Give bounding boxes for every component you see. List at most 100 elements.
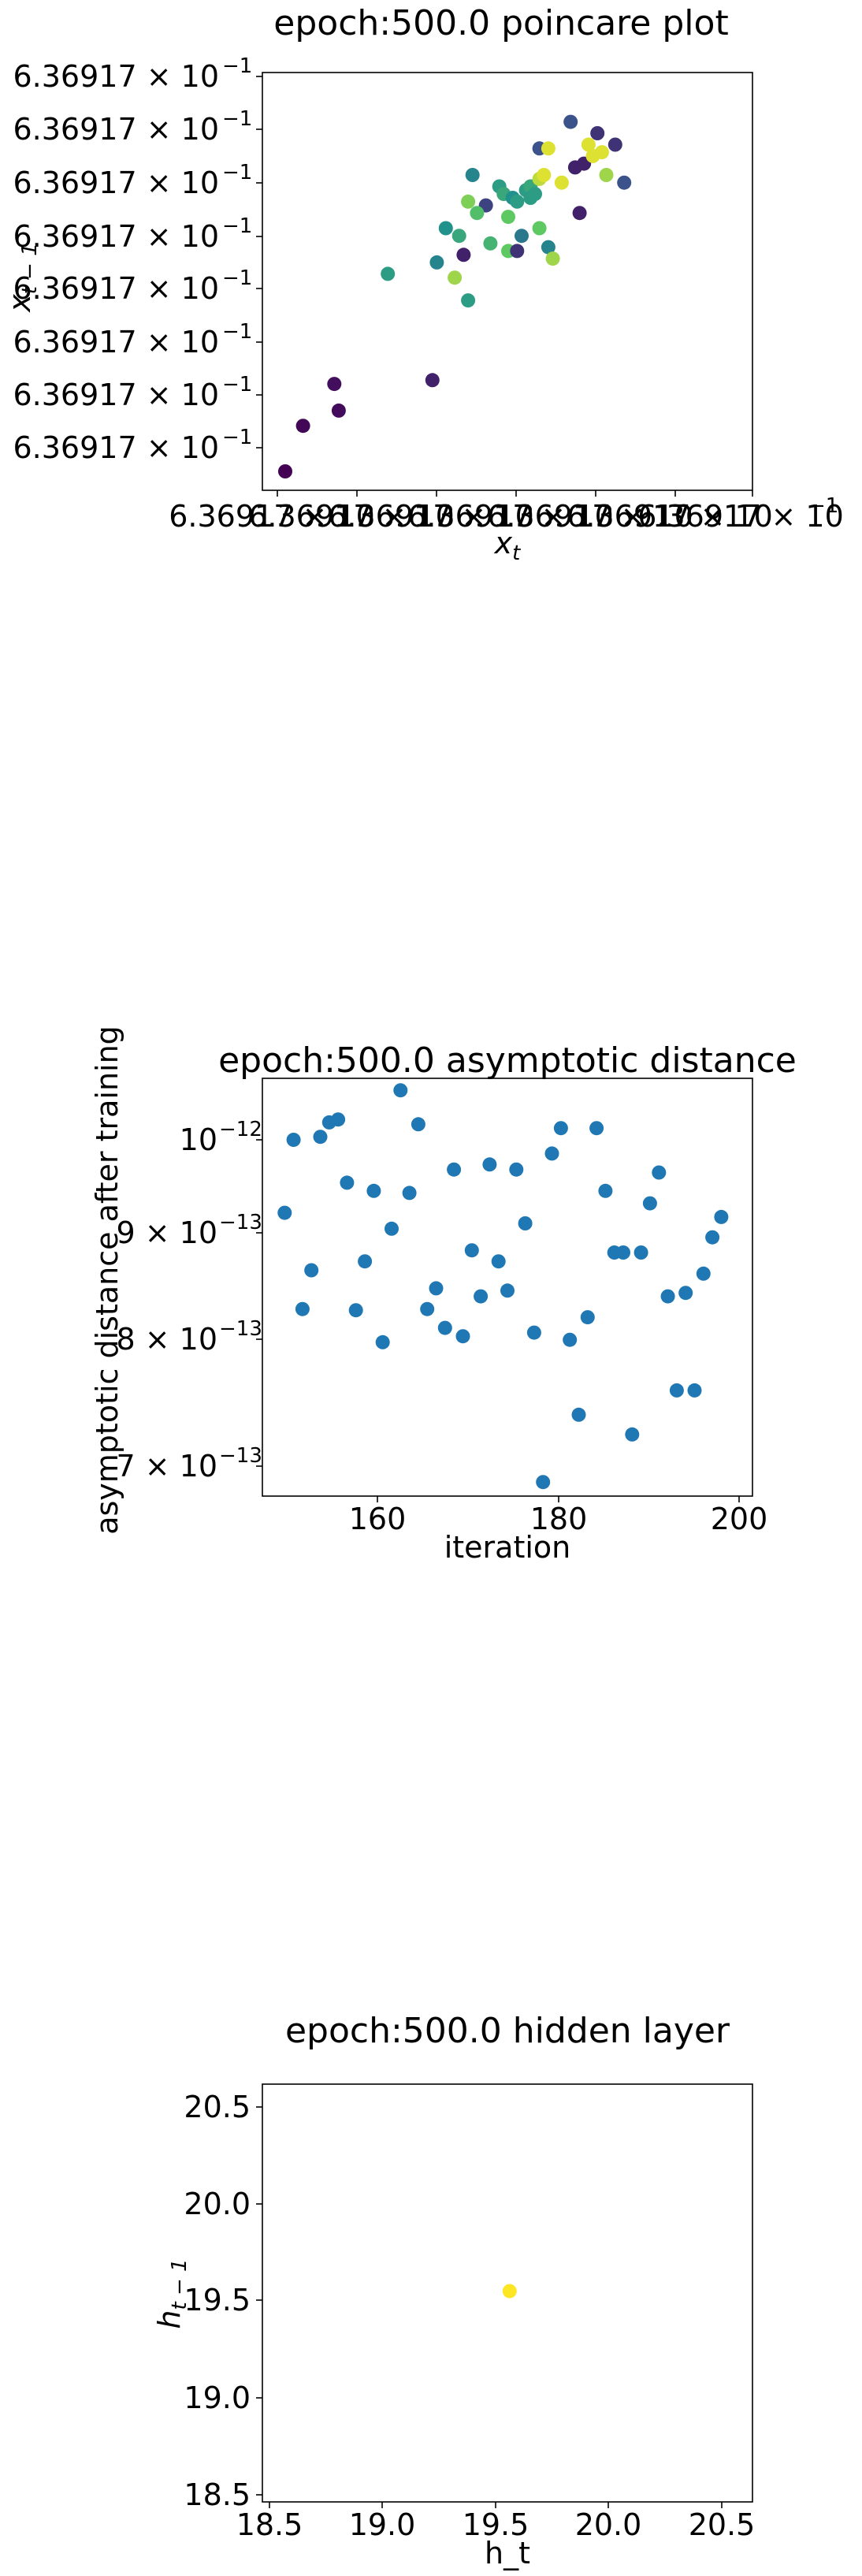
- asymptotic-point: [642, 1196, 657, 1211]
- hidden-ylabel: ht − 1: [152, 2258, 191, 2328]
- poincare-point: [456, 248, 471, 262]
- poincare-xtick-label: 6.36917 × 10: [169, 499, 375, 534]
- poincare-xtick-exponent: −1: [808, 494, 838, 518]
- asymptotic-point: [500, 1283, 515, 1298]
- poincare-ytick-label: 6.36917 × 10: [13, 325, 220, 359]
- hidden-xlabel: h_t: [485, 2536, 530, 2570]
- poincare-ytick-label: 6.36917 × 10: [13, 112, 220, 147]
- poincare-xlabel: xt: [494, 526, 522, 565]
- asymptotic-point: [277, 1205, 292, 1220]
- hidden-xtick-label: 20.5: [689, 2507, 756, 2542]
- poincare-point: [572, 206, 587, 221]
- asymptotic-ytick-label: 7 × 10: [116, 1449, 217, 1483]
- asymptotic-ytick-exponent: −13: [219, 1444, 262, 1468]
- poincare-ytick-label: 6.36917 × 10: [13, 271, 220, 306]
- poincare-xtick-label: 6.36917 × 10: [407, 499, 614, 534]
- asymptotic-point: [447, 1162, 462, 1177]
- poincare-point: [451, 229, 466, 244]
- hidden-ytick-label: 19.5: [184, 2283, 251, 2317]
- asymptotic-point: [437, 1320, 452, 1335]
- asymptotic-point: [375, 1335, 390, 1349]
- poincare-point: [541, 141, 555, 156]
- asymptotic-point: [411, 1117, 425, 1132]
- poincare-axes-frame: [262, 72, 753, 491]
- hidden-ytick-label: 20.5: [184, 2090, 251, 2124]
- poincare-point: [327, 377, 342, 392]
- asymptotic-point: [589, 1121, 604, 1136]
- asymptotic-point: [625, 1427, 640, 1442]
- hidden-ytick-label: 19.0: [184, 2381, 251, 2415]
- poincare-ytick-label: 6.36917 × 10: [13, 430, 220, 465]
- asymptotic-point: [652, 1165, 667, 1180]
- asymptotic-point: [455, 1329, 470, 1344]
- asymptotic-ytick-exponent: −13: [219, 1317, 262, 1341]
- poincare-point: [515, 229, 529, 244]
- poincare-point: [278, 464, 292, 478]
- hidden-title: epoch:500.0 hidden layer: [285, 2011, 730, 2051]
- asymptotic-ytick-label: 10: [180, 1122, 217, 1157]
- poincare-point: [470, 206, 485, 221]
- asymptotic-point: [313, 1130, 328, 1145]
- hidden-ytick-label: 20.0: [184, 2187, 251, 2221]
- poincare-point: [607, 137, 622, 152]
- poincare-ytick-label: 6.36917 × 10: [13, 59, 220, 94]
- asymptotic-point: [544, 1146, 559, 1161]
- hidden-point: [502, 2284, 517, 2299]
- poincare-points: [278, 114, 632, 478]
- poincare-point: [537, 168, 552, 182]
- poincare-point: [381, 266, 396, 281]
- asymptotic-point: [571, 1407, 586, 1422]
- asymptotic-point: [420, 1301, 435, 1316]
- poincare-point: [331, 403, 346, 418]
- asymptotic-point: [526, 1325, 541, 1340]
- hidden-xtick-label: 20.0: [575, 2507, 642, 2542]
- poincare-point: [532, 221, 547, 236]
- hidden-xticks: 18.5 19.0 19.5 20.0 20.5: [236, 2502, 756, 2542]
- asymptotic-point: [304, 1263, 319, 1278]
- asymptotic-point: [331, 1112, 346, 1127]
- asymptotic-chart: epoch:500.0 asymptotic distance 160 180 …: [90, 1026, 797, 1565]
- poincare-point: [448, 270, 463, 285]
- asymptotic-axes-frame: [262, 1078, 753, 1497]
- poincare-point: [617, 175, 632, 190]
- asymptotic-point: [286, 1133, 301, 1147]
- asymptotic-point: [385, 1221, 399, 1236]
- hidden-layer-chart: epoch:500.0 hidden layer 18.5 19.0 19.5 …: [152, 2011, 755, 2570]
- poincare-point: [510, 194, 525, 209]
- asymptotic-point: [509, 1162, 524, 1177]
- poincare-ytick-exponent: −1: [222, 107, 252, 131]
- poincare-ytick-label: 6.36917 × 10: [13, 378, 220, 412]
- asymptotic-xtick-label: 200: [711, 1502, 768, 1536]
- poincare-point: [429, 255, 444, 270]
- poincare-point: [528, 187, 542, 202]
- asymptotic-point: [491, 1254, 506, 1269]
- asymptotic-title: epoch:500.0 asymptotic distance: [218, 1040, 797, 1081]
- hidden-xtick-label: 18.5: [236, 2507, 303, 2542]
- hidden-yticks: 18.5 19.0 19.5 20.0 20.5: [184, 2090, 262, 2512]
- asymptotic-ytick-label: 9 × 10: [116, 1215, 217, 1250]
- poincare-point: [590, 126, 605, 140]
- asymptotic-point: [340, 1175, 355, 1190]
- hidden-axes-frame: [262, 2083, 753, 2503]
- hidden-xtick-label: 19.0: [349, 2507, 416, 2542]
- poincare-xtick-label: 6.36917 × 10: [487, 499, 693, 534]
- poincare-point: [425, 373, 440, 388]
- asymptotic-point: [393, 1083, 408, 1098]
- asymptotic-point: [358, 1254, 373, 1269]
- poincare-chart: epoch:500.0 poincare plot 6.36917 × 10 6…: [2, 3, 844, 565]
- poincare-xtick-label: 6.36917 × 10: [328, 499, 534, 534]
- asymptotic-xtick-label: 160: [349, 1502, 407, 1536]
- poincare-point: [295, 419, 310, 434]
- asymptotic-point: [553, 1121, 568, 1136]
- poincare-point: [510, 244, 525, 259]
- poincare-point: [438, 221, 453, 236]
- asymptotic-point: [678, 1286, 693, 1301]
- hidden-points: [502, 2284, 517, 2299]
- asymptotic-ylabel: asymptotic distance after training: [90, 1026, 124, 1535]
- asymptotic-point: [295, 1301, 310, 1316]
- poincare-point: [599, 168, 614, 182]
- poincare-ytick-exponent: −1: [222, 214, 252, 238]
- asymptotic-point: [482, 1157, 497, 1172]
- poincare-point: [554, 175, 569, 190]
